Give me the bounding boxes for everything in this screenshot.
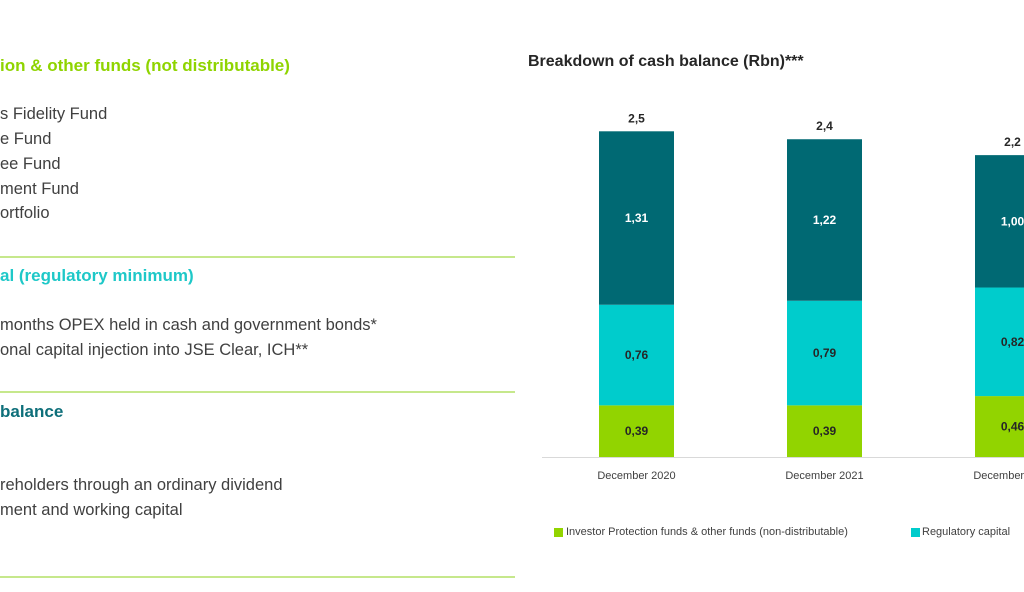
total-label: 2,2 xyxy=(1004,135,1021,149)
bar-segment xyxy=(787,139,862,301)
section-heading-regulatory-capital: al (regulatory minimum) xyxy=(0,266,194,285)
bar-segment xyxy=(599,405,674,457)
data-label: 0,82 xyxy=(1001,335,1024,349)
total-label: 2,5 xyxy=(628,111,645,125)
list-item: e Fund xyxy=(0,130,52,148)
data-label: 0,39 xyxy=(625,424,649,438)
bar-segment xyxy=(787,300,862,406)
section-heading-balance: balance xyxy=(0,402,64,421)
data-label: 1,00 xyxy=(1001,214,1024,228)
legend-label: Investor Protection funds & other funds … xyxy=(566,526,848,538)
legend-swatch-regulatory-capital xyxy=(911,528,920,537)
x-tick-label: December 2022 xyxy=(973,470,1024,482)
bar-segment xyxy=(975,396,1024,457)
total-label: 2,4 xyxy=(816,119,833,133)
data-label: 1,31 xyxy=(625,211,649,225)
list-item: reholders through an ordinary dividend xyxy=(0,476,283,494)
bar-segment xyxy=(787,405,862,457)
data-label: 0,76 xyxy=(625,348,649,362)
data-label: 1,22 xyxy=(813,213,837,227)
data-label: 0,79 xyxy=(813,346,837,360)
bar-segment xyxy=(975,287,1024,397)
list-item: ment and working capital xyxy=(0,501,183,519)
x-tick-label: December 2021 xyxy=(785,470,863,482)
divider xyxy=(0,576,515,578)
divider xyxy=(0,391,515,393)
list-item: onal capital injection into JSE Clear, I… xyxy=(0,341,309,359)
data-label: 0,39 xyxy=(813,424,837,438)
chart-title: Breakdown of cash balance (Rbn)*** xyxy=(528,53,804,70)
data-label: 0,46 xyxy=(1001,420,1024,434)
list-item: months OPEX held in cash and government … xyxy=(0,316,377,334)
x-tick-label: December 2020 xyxy=(597,470,675,482)
list-item: ortfolio xyxy=(0,204,50,222)
list-item: s Fidelity Fund xyxy=(0,105,108,123)
divider xyxy=(0,256,515,258)
legend-label: Regulatory capital xyxy=(922,526,1011,538)
legend-swatch-investor-protection xyxy=(554,528,563,537)
bar-segment xyxy=(599,304,674,406)
list-item: ee Fund xyxy=(0,155,61,173)
bar-segment xyxy=(599,131,674,305)
bar-segment xyxy=(975,155,1024,288)
list-item: ment Fund xyxy=(0,180,79,198)
section-heading-investor-protection: ion & other funds (not distributable) xyxy=(0,56,290,75)
